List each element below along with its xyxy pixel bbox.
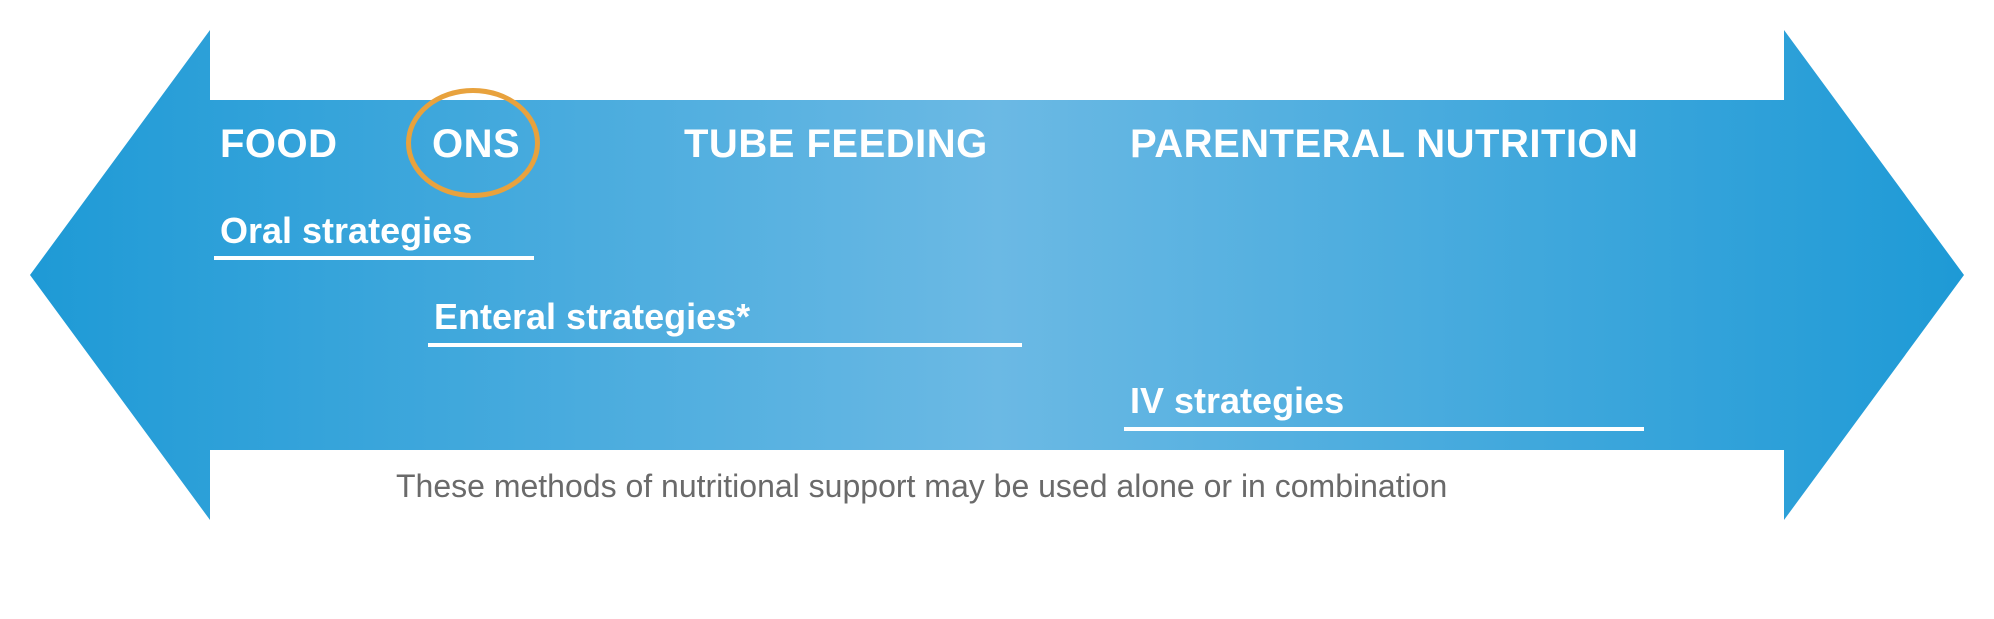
header-food: FOOD	[220, 122, 338, 167]
strategy-oral-underline	[214, 256, 534, 260]
strategy-iv-underline	[1124, 427, 1644, 431]
double-arrow	[0, 0, 1994, 619]
strategy-enteral-underline	[428, 343, 1022, 347]
strategy-iv-label: IV strategies	[1130, 380, 1344, 422]
strategy-enteral-label: Enteral strategies*	[434, 296, 750, 338]
header-paren: PARENTERAL NUTRITION	[1130, 122, 1639, 167]
strategy-oral-label: Oral strategies	[220, 210, 472, 252]
diagram-stage: FOODONSTUBE FEEDINGPARENTERAL NUTRITION …	[0, 0, 1994, 619]
header-tube: TUBE FEEDING	[684, 122, 988, 167]
caption-text: These methods of nutritional support may…	[396, 468, 1447, 505]
ons-highlight-circle	[406, 88, 540, 198]
